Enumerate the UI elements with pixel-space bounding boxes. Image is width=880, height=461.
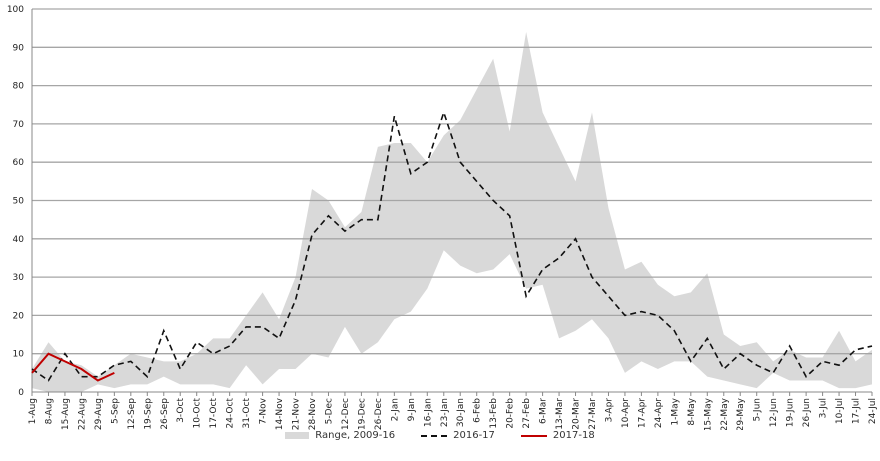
y-tick-label: 0 bbox=[18, 388, 24, 398]
x-tick-label: 12-Sep bbox=[127, 398, 137, 430]
x-tick-label: 9-Jan bbox=[407, 398, 417, 421]
y-tick-label: 30 bbox=[13, 273, 25, 283]
x-tick-label: 26-Jun bbox=[802, 398, 812, 427]
legend: Range, 2009-16 2016-17 2017-18 bbox=[0, 430, 880, 441]
y-tick-label: 60 bbox=[13, 158, 25, 168]
x-tick-label: 10-Oct bbox=[193, 398, 203, 429]
x-tick-label: 22-Aug bbox=[77, 398, 87, 430]
x-tick-label: 26-Dec bbox=[374, 398, 384, 430]
chart-svg: 0 10 20 30 40 50 60 70 80 90 100 1-Aug 8-Aug 15-Aug 22… bbox=[7, 5, 878, 431]
x-tick-label: 28-Nov bbox=[308, 397, 318, 430]
x-tick-label: 15-Aug bbox=[61, 398, 71, 430]
legend-item-2016-17: 2016-17 bbox=[421, 430, 495, 441]
x-tick-label: 19-Sep bbox=[143, 398, 153, 430]
x-tick-label: 13-Mar bbox=[555, 398, 565, 430]
legend-item-2017-18: 2017-18 bbox=[520, 430, 595, 441]
y-tick-label: 40 bbox=[13, 235, 25, 245]
x-tick-label: 17-Oct bbox=[209, 398, 219, 429]
x-tick-label: 19-Dec bbox=[357, 398, 367, 430]
x-tick-label: 2-Jan bbox=[390, 398, 400, 421]
x-tick-label: 30-Jan bbox=[456, 398, 466, 427]
x-tick-label: 7-Nov bbox=[259, 397, 269, 424]
x-tick-label: 29-Aug bbox=[94, 398, 104, 430]
legend-swatch-2017-18 bbox=[520, 434, 547, 437]
x-tick-label: 24-Apr bbox=[654, 398, 664, 428]
legend-label-2017-18: 2017-18 bbox=[552, 430, 595, 441]
range-area bbox=[32, 31, 872, 392]
x-tick-label: 27-Mar bbox=[588, 398, 598, 430]
x-tick-label: 6-Feb bbox=[473, 398, 483, 423]
x-tick-label: 22-May bbox=[720, 397, 730, 430]
x-tick-label: 3-Oct bbox=[176, 398, 186, 423]
y-tick-label: 90 bbox=[13, 43, 25, 53]
x-tick-label: 19-Jun bbox=[786, 398, 796, 427]
x-tick-label: 15-May bbox=[703, 397, 713, 430]
x-tick-label: 17-Apr bbox=[637, 398, 647, 428]
x-tick-label: 10-Apr bbox=[621, 398, 631, 428]
x-tick-label: 31-Oct bbox=[242, 398, 252, 429]
legend-item-range: Range, 2009-16 bbox=[285, 430, 395, 441]
x-tick-label: 12-Dec bbox=[341, 398, 351, 430]
y-tick-label: 80 bbox=[13, 82, 25, 92]
legend-swatch-2016-17 bbox=[421, 434, 448, 437]
x-tick-label: 12-Jun bbox=[769, 398, 779, 427]
x-tick-label: 26-Sep bbox=[160, 398, 170, 430]
x-tick-label: 13-Feb bbox=[489, 398, 499, 429]
y-tick-label: 10 bbox=[13, 350, 25, 360]
x-tick-label: 23-Jan bbox=[440, 398, 450, 427]
x-tick-label: 17-Jul bbox=[852, 398, 862, 424]
series-line-2017-18 bbox=[31, 352, 115, 382]
x-tick-label: 6-Mar bbox=[539, 398, 549, 424]
y-tick-label: 50 bbox=[13, 197, 25, 207]
x-tick-label: 5-Sep bbox=[110, 398, 120, 424]
x-tick-label: 1-Aug bbox=[28, 398, 38, 424]
x-tick-label: 29-May bbox=[736, 397, 746, 430]
x-tick-label: 3-Apr bbox=[604, 398, 614, 423]
legend-label-range: Range, 2009-16 bbox=[315, 430, 396, 441]
x-tick-label: 20-Mar bbox=[572, 398, 582, 430]
legend-swatch-range bbox=[285, 432, 310, 439]
x-tick-label: 5-Jun bbox=[753, 398, 763, 422]
x-tick-label: 14-Nov bbox=[275, 397, 285, 430]
x-tick-label: 8-May bbox=[687, 397, 697, 425]
y-tick-label: 100 bbox=[7, 5, 24, 15]
series-line-2016-17 bbox=[31, 109, 873, 382]
x-tick-label: 3-Jul bbox=[819, 398, 829, 418]
x-tick-label: 24-Jul bbox=[868, 398, 878, 424]
y-tick-label: 20 bbox=[13, 311, 25, 321]
legend-label-2016-17: 2016-17 bbox=[453, 430, 495, 441]
x-tick-label: 24-Oct bbox=[226, 398, 236, 429]
x-tick-label: 10-Jul bbox=[835, 398, 845, 424]
x-tick-label: 16-Jan bbox=[423, 398, 433, 427]
x-tick-label: 27-Feb bbox=[522, 398, 532, 429]
x-tick-label: 8-Aug bbox=[44, 398, 54, 424]
x-tick-label: 20-Feb bbox=[506, 398, 516, 429]
y-tick-label: 70 bbox=[13, 120, 25, 130]
x-tick-label: 21-Nov bbox=[292, 397, 302, 430]
x-tick-label: 1-May bbox=[670, 397, 680, 425]
x-tick-label: 5-Dec bbox=[324, 398, 334, 424]
